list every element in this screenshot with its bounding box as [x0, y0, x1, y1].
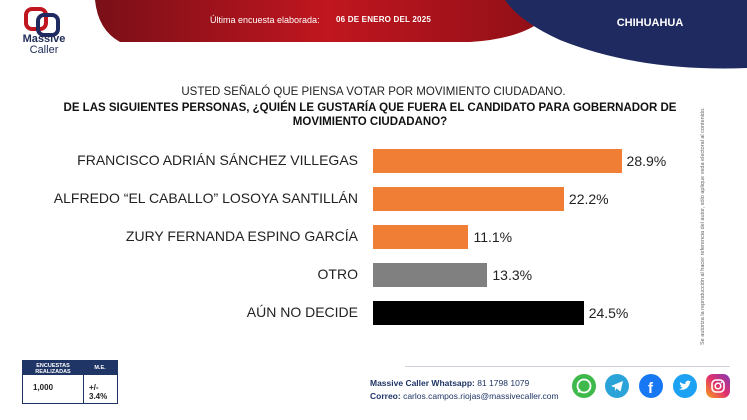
margin-of-error: +/- 3.4% [89, 383, 108, 401]
email-label: Correo: [370, 391, 401, 401]
bar [373, 301, 584, 325]
category-label: ZURY FERNANDA ESPINO GARCÍA [125, 228, 358, 244]
survey-date-label: Última encuesta elaborada: [210, 15, 320, 25]
whatsapp-number[interactable]: 81 1798 1079 [477, 378, 530, 388]
bar [373, 149, 622, 173]
value-label: 24.5% [588, 305, 629, 321]
whatsapp-icon[interactable] [572, 374, 596, 398]
facebook-icon[interactable]: f [639, 374, 663, 398]
bar [373, 263, 488, 287]
survey-stats-box: ENCUESTAS REALIZADAS M.E. 1,000 +/- 3.4% [22, 360, 118, 404]
email-contact: Correo: carlos.campos.riojas@massivecall… [370, 391, 559, 401]
whatsapp-label: Massive Caller Whatsapp: [370, 378, 475, 388]
whatsapp-contact: Massive Caller Whatsapp: 81 1798 1079 [370, 378, 529, 388]
value-label: 22.2% [568, 191, 609, 207]
question-title: DE LAS SIGUIENTES PERSONAS, ¿QUIÉN LE GU… [63, 102, 677, 128]
question-intro: USTED SEÑALÓ QUE PIENSA VOTAR POR MOVIMI… [181, 86, 566, 98]
header-banner [95, 0, 747, 69]
category-label: FRANCISCO ADRIÁN SÁNCHEZ VILLEGAS [77, 152, 358, 168]
email-address[interactable]: carlos.campos.riojas@massivecaller.com [403, 391, 559, 401]
stats-header-count: ENCUESTAS REALIZADAS [35, 363, 71, 375]
telegram-icon[interactable] [605, 374, 629, 398]
svg-text:f: f [648, 380, 654, 397]
value-label: 28.9% [626, 153, 667, 169]
stats-header-margin: M.E. [94, 365, 106, 371]
value-label: 13.3% [492, 267, 533, 283]
brand-line1: Massive [22, 33, 66, 45]
bar [373, 225, 469, 249]
reproduction-note: Se autoriza la reproducción al hacer ref… [700, 107, 706, 345]
footer-divider [405, 366, 730, 367]
value-label: 11.1% [473, 229, 513, 245]
stats-header: ENCUESTAS REALIZADAS M.E. [23, 361, 117, 375]
category-label: ALFREDO “EL CABALLO” LOSOYA SANTILLÁN [53, 190, 358, 206]
instagram-icon[interactable] [706, 374, 730, 398]
twitter-icon[interactable] [673, 374, 697, 398]
surveys-count: 1,000 [33, 383, 54, 392]
category-label: OTRO [317, 266, 358, 282]
brand-line2: Caller [29, 44, 59, 56]
category-label: AÚN NO DECIDE [246, 304, 358, 320]
bar [373, 187, 564, 211]
survey-date: 06 DE ENERO DEL 2025 [336, 15, 432, 24]
massive-caller-logo-icon [24, 7, 60, 37]
brand-name: Massive Caller [18, 34, 70, 56]
region-label: CHIHUAHUA [616, 17, 684, 29]
